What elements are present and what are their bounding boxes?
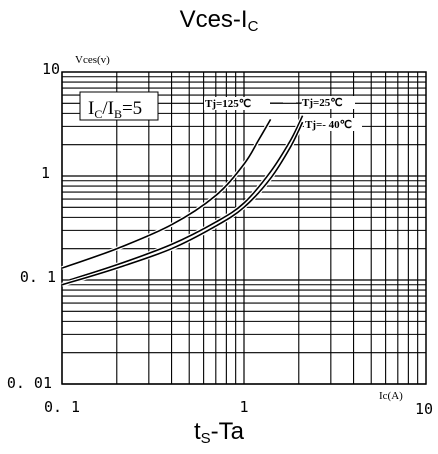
series-halo-2	[61, 121, 305, 287]
y-tick-label-1: 1	[41, 164, 50, 182]
y-tick-label-10: 10	[42, 60, 60, 78]
grid-lines	[61, 72, 426, 385]
condition-label: IC/IB=5	[88, 98, 142, 121]
chart-title: Vces-IC	[179, 6, 259, 35]
series-line-2	[61, 121, 304, 286]
tj125-label-bg	[204, 97, 270, 110]
x-tick-label-10: 10	[415, 400, 433, 418]
series-label-tj125: Tj=125℃	[205, 98, 251, 110]
series-label-tj25: Tj=25℃	[302, 97, 343, 109]
plot-frame	[61, 71, 427, 385]
y-axis-label: Vces(v)	[75, 54, 110, 66]
series-line-1	[69, 115, 304, 281]
series-label-tj40: Tj=- 40℃	[305, 119, 352, 131]
x-axis-label: Ic(A)	[379, 390, 403, 402]
tj40-label-bg	[304, 118, 362, 131]
y-tick-label-0-1: 0. 1	[20, 268, 56, 286]
x-tick-label-0-1: 0. 1	[44, 398, 80, 416]
y-tick-label-0-01: 0. 01	[7, 374, 52, 392]
x-tick-label-1: 1	[239, 398, 248, 416]
condition-box	[79, 91, 159, 121]
curves	[61, 114, 305, 287]
bottom-caption: tS-Ta	[193, 418, 245, 447]
series-line-0	[61, 119, 272, 269]
tj25-label-bg	[301, 96, 355, 109]
